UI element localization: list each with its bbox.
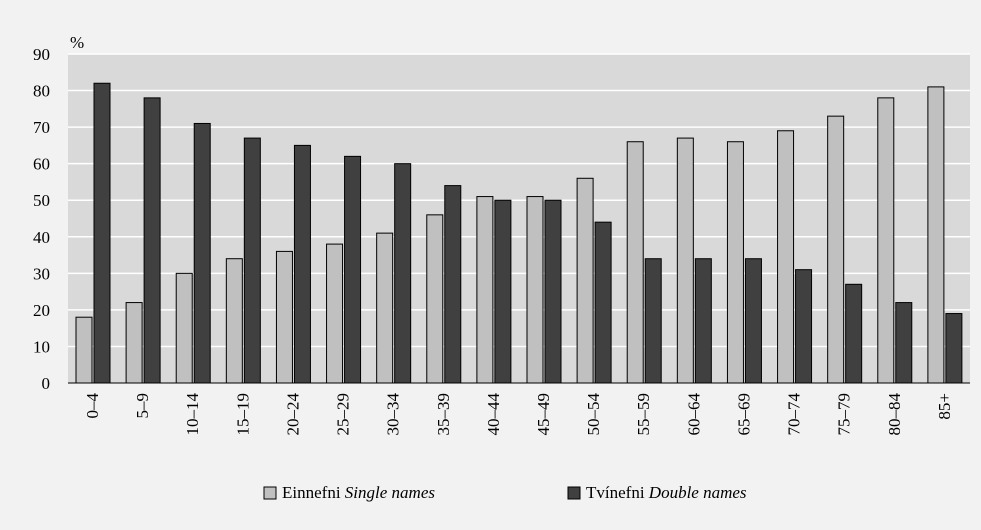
- x-tick-label: 50–54: [584, 393, 603, 436]
- bar-double-names: [93, 82, 111, 384]
- bar-double-names: [795, 269, 813, 384]
- y-axis: 0 10 20 30 40 50 60 70 80 90: [33, 45, 50, 393]
- bar-single-names: [927, 86, 945, 384]
- y-tick-label: 40: [33, 228, 50, 247]
- x-tick-label: 80–84: [885, 393, 904, 436]
- x-tick-label: 45–49: [534, 393, 553, 436]
- bar-double-names: [444, 185, 462, 384]
- bar-single-names: [275, 250, 293, 384]
- bar-double-names: [744, 258, 762, 384]
- bar-single-names: [877, 97, 895, 384]
- legend-swatch: [263, 486, 277, 500]
- x-tick-label: 25–29: [334, 393, 353, 436]
- bar-single-names: [526, 196, 544, 384]
- bar-double-names: [845, 283, 863, 384]
- x-tick-label: 5–9: [133, 393, 152, 419]
- bar-double-names: [344, 155, 362, 384]
- bar-single-names: [426, 214, 444, 384]
- legend-entry: Tvínefni Double names: [586, 483, 747, 502]
- plot-background: [68, 54, 970, 383]
- bar-single-names: [626, 141, 644, 384]
- bar-single-names: [576, 177, 594, 384]
- bar-double-names: [394, 163, 412, 384]
- legend-label: Tvínefni: [586, 483, 649, 502]
- bar-single-names: [777, 130, 795, 384]
- bar-single-names: [476, 196, 494, 384]
- y-axis-label: %: [70, 33, 84, 52]
- bar-double-names: [243, 137, 261, 384]
- bars: [75, 82, 963, 384]
- bar-single-names: [75, 316, 93, 384]
- bar-single-names: [326, 243, 344, 384]
- y-tick-label: 10: [33, 337, 50, 356]
- y-tick-label: 0: [42, 374, 51, 393]
- bar-single-names: [175, 272, 193, 384]
- legend-entry: Einnefni Single names: [282, 483, 435, 502]
- x-tick-label: 85+: [935, 393, 954, 420]
- x-tick-label: 10–14: [183, 393, 202, 436]
- y-tick-label: 70: [33, 118, 50, 137]
- x-tick-label: 40–44: [484, 393, 503, 436]
- bar-double-names: [544, 199, 562, 384]
- gridlines: [68, 53, 970, 348]
- x-tick-label: 70–74: [785, 393, 804, 436]
- x-tick-label: 15–19: [233, 393, 252, 436]
- bar-single-names: [726, 141, 744, 384]
- x-tick-label: 55–59: [634, 393, 653, 436]
- x-tick-label: 0–4: [83, 393, 102, 419]
- y-tick-label: 30: [33, 264, 50, 283]
- legend-label-english: Single names: [345, 483, 436, 502]
- bar-double-names: [293, 144, 311, 384]
- x-tick-label: 60–64: [684, 393, 703, 436]
- bar-single-names: [225, 258, 243, 384]
- bar-single-names: [376, 232, 394, 384]
- bar-single-names: [827, 115, 845, 384]
- legend-label-english: Double names: [648, 483, 747, 502]
- legend-swatch: [567, 486, 581, 500]
- x-tick-label: 75–79: [835, 393, 854, 436]
- x-tick-label: 30–34: [384, 393, 403, 436]
- x-tick-label: 65–69: [734, 393, 753, 436]
- x-tick-label: 35–39: [434, 393, 453, 436]
- bar-double-names: [895, 302, 913, 384]
- bar-double-names: [694, 258, 712, 384]
- bar-double-names: [494, 199, 512, 384]
- y-tick-label: 60: [33, 155, 50, 174]
- legend: Einnefni Single names Tvínefni Double nam…: [263, 483, 747, 502]
- bar-single-names: [125, 302, 143, 384]
- y-tick-label: 90: [33, 45, 50, 64]
- bar-double-names: [594, 221, 612, 384]
- y-tick-label: 50: [33, 191, 50, 210]
- bar-double-names: [945, 313, 963, 384]
- x-axis: 0–4 5–9 10–14 15–19 20–24 25–29 30–34 35–39 40–4…: [83, 393, 954, 436]
- bar-single-names: [676, 137, 694, 384]
- bar-double-names: [143, 97, 161, 384]
- bar-double-names: [644, 258, 662, 384]
- y-tick-label: 80: [33, 82, 50, 101]
- bar-double-names: [193, 122, 211, 384]
- legend-label: Einnefni: [282, 483, 345, 502]
- y-tick-label: 20: [33, 301, 50, 320]
- x-tick-label: 20–24: [283, 393, 302, 436]
